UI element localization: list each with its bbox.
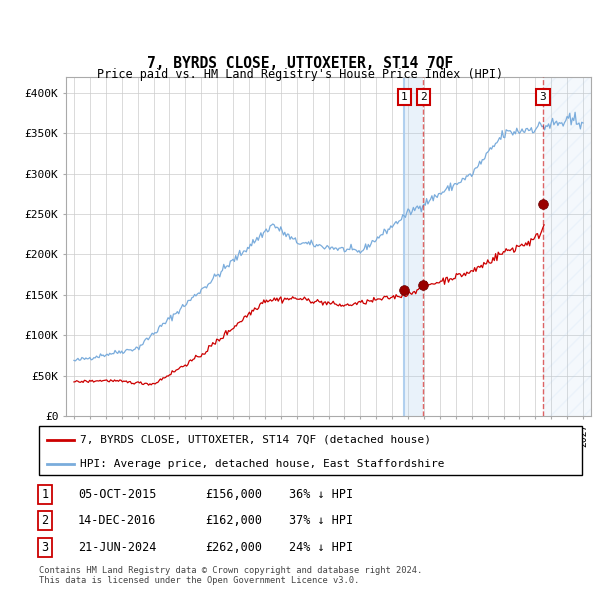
Text: 2: 2 (420, 92, 427, 102)
Text: 21-JUN-2024: 21-JUN-2024 (78, 541, 156, 554)
Bar (543, 77, 591, 416)
Text: 14-DEC-2016: 14-DEC-2016 (78, 514, 156, 527)
Text: HPI: Average price, detached house, East Staffordshire: HPI: Average price, detached house, East… (80, 459, 444, 469)
FancyBboxPatch shape (39, 426, 582, 475)
Text: 2: 2 (41, 514, 49, 527)
Text: Price paid vs. HM Land Registry's House Price Index (HPI): Price paid vs. HM Land Registry's House … (97, 68, 503, 81)
Bar (404, 77, 424, 416)
Text: 7, BYRDS CLOSE, UTTOXETER, ST14 7QF: 7, BYRDS CLOSE, UTTOXETER, ST14 7QF (147, 56, 453, 71)
Text: £162,000: £162,000 (205, 514, 263, 527)
Text: 36% ↓ HPI: 36% ↓ HPI (289, 488, 353, 501)
Text: 3: 3 (41, 541, 49, 554)
Text: £156,000: £156,000 (205, 488, 263, 501)
Text: 7, BYRDS CLOSE, UTTOXETER, ST14 7QF (detached house): 7, BYRDS CLOSE, UTTOXETER, ST14 7QF (det… (80, 435, 431, 445)
Text: 3: 3 (539, 92, 546, 102)
Text: 37% ↓ HPI: 37% ↓ HPI (289, 514, 353, 527)
Text: £262,000: £262,000 (205, 541, 263, 554)
Text: 1: 1 (401, 92, 407, 102)
Text: Contains HM Land Registry data © Crown copyright and database right 2024.
This d: Contains HM Land Registry data © Crown c… (39, 566, 422, 585)
Text: 24% ↓ HPI: 24% ↓ HPI (289, 541, 353, 554)
Text: 05-OCT-2015: 05-OCT-2015 (78, 488, 156, 501)
Text: 1: 1 (41, 488, 49, 501)
